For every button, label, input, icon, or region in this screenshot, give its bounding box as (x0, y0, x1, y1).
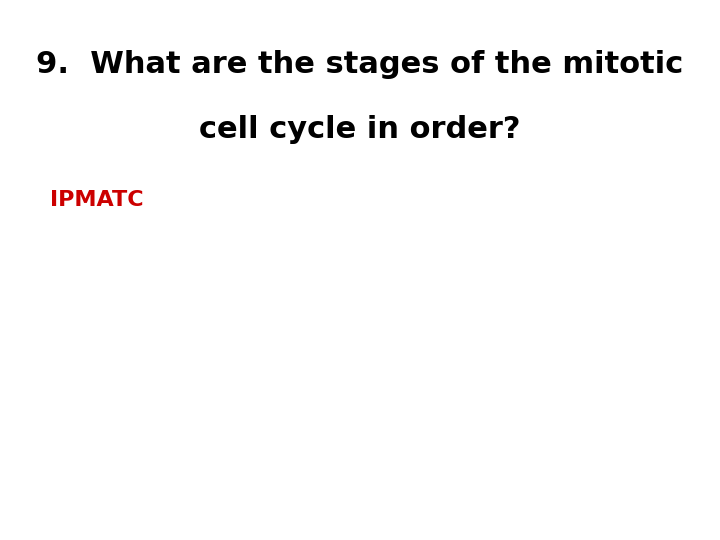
Text: cell cycle in order?: cell cycle in order? (199, 115, 521, 144)
Text: 9.  What are the stages of the mitotic: 9. What are the stages of the mitotic (37, 50, 683, 79)
Text: IPMATC: IPMATC (50, 190, 144, 210)
